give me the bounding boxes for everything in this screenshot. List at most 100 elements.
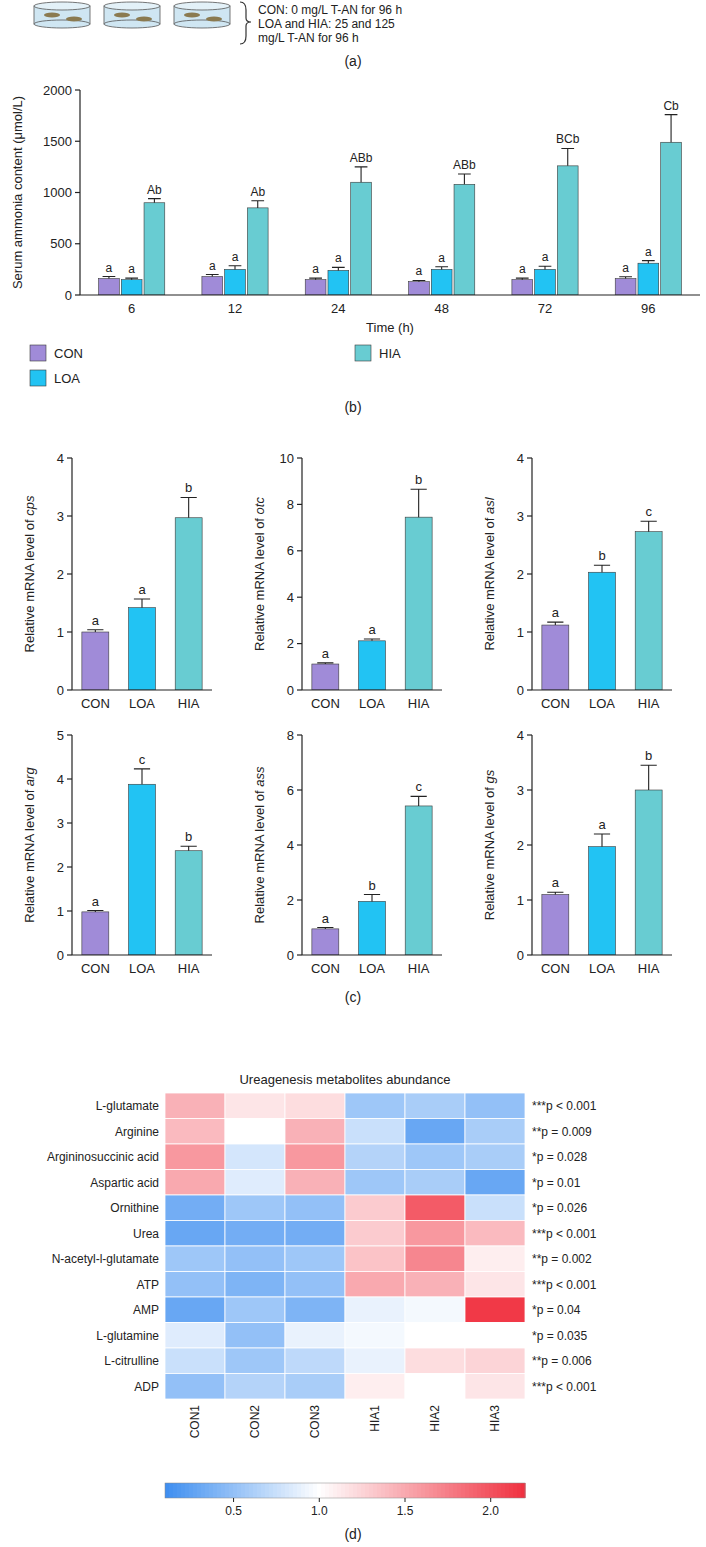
- colorbar-step: [333, 1483, 338, 1498]
- y-tick-label: 0: [65, 288, 72, 303]
- column-label: HIA1: [368, 1405, 382, 1432]
- y-tick: [67, 573, 72, 574]
- p-value: **p = 0.006: [532, 1354, 592, 1368]
- colorbar-step: [337, 1483, 342, 1498]
- y-tick: [297, 844, 302, 845]
- colorbar-step: [205, 1483, 210, 1498]
- heatmap-cell: [465, 1119, 525, 1145]
- heatmap-cell: [165, 1297, 225, 1323]
- error-bar: [251, 201, 264, 208]
- colorbar-step: [253, 1483, 258, 1498]
- heatmap-cell: [465, 1170, 525, 1196]
- heatmap-cell: [165, 1323, 225, 1349]
- bar: [129, 608, 156, 690]
- y-tick: [67, 954, 72, 955]
- colorbar-step: [293, 1483, 298, 1498]
- significance-letter: a: [335, 251, 342, 265]
- heatmap-cell: [225, 1272, 285, 1298]
- colorbar-step: [493, 1483, 498, 1498]
- y-tick: [297, 734, 302, 735]
- bar: [175, 518, 202, 690]
- significance-letter: Ab: [250, 185, 265, 199]
- bar: [359, 901, 386, 955]
- row-label: N-acetyl-l-glutamate: [52, 1252, 160, 1266]
- significance-letter: c: [415, 779, 422, 794]
- legend-label: LOA: [54, 371, 80, 386]
- significance-letter: a: [552, 605, 560, 620]
- error-bar: [594, 565, 610, 572]
- significance-letter: b: [368, 878, 375, 893]
- colorbar-step: [501, 1483, 506, 1498]
- diagram-text: CON: 0 mg/L T-AN for 96 h: [258, 3, 402, 17]
- y-tick: [67, 689, 72, 690]
- heatmap-cell: [405, 1348, 465, 1374]
- colorbar-step: [309, 1483, 314, 1498]
- significance-letter: a: [232, 250, 239, 264]
- colorbar-step: [417, 1483, 422, 1498]
- column-label: HIA3: [488, 1405, 502, 1432]
- colorbar-tick-label: 2.0: [482, 1504, 499, 1518]
- error-bar: [665, 115, 678, 143]
- x-axis: [532, 954, 672, 955]
- y-axis-title: Relative mRNA level of ass: [252, 766, 267, 923]
- tank-base: [174, 20, 230, 28]
- p-value: *p = 0.04: [532, 1303, 581, 1317]
- heatmap-cell: [225, 1297, 285, 1323]
- x-tick-label: LOA: [589, 961, 615, 976]
- y-tick-label: 4: [287, 590, 294, 605]
- heatmap-cell: [165, 1374, 225, 1400]
- y-axis: [301, 458, 302, 690]
- significance-letter: a: [209, 259, 216, 273]
- colorbar-step: [497, 1483, 502, 1498]
- heatmap-cell: [285, 1374, 345, 1400]
- colorbar-step: [389, 1483, 394, 1498]
- colorbar-step: [421, 1483, 426, 1498]
- significance-letter: a: [542, 250, 549, 264]
- bar: [225, 269, 246, 295]
- y-tick-label: 4: [517, 451, 524, 466]
- marks: [312, 796, 432, 955]
- colorbar-step: [461, 1483, 466, 1498]
- bar: [589, 572, 616, 690]
- x-axis: [302, 954, 442, 955]
- heatmap-cell: [345, 1170, 405, 1196]
- colorbar-step: [257, 1483, 262, 1498]
- colorbar-step: [485, 1483, 490, 1498]
- error-bar: [103, 277, 116, 279]
- x-tick-label: 72: [538, 301, 552, 316]
- significance-letter: a: [552, 875, 560, 890]
- significance-letter: b: [598, 548, 605, 563]
- colorbar-step: [281, 1483, 286, 1498]
- colorbar-step: [181, 1483, 186, 1498]
- p-value: ***p < 0.001: [532, 1227, 597, 1241]
- heatmap-cell: [165, 1119, 225, 1145]
- y-tick-label: 4: [57, 772, 64, 787]
- bar-panel: 01234aabCONLOAHIARelative mRNA level of …: [482, 728, 672, 977]
- label-part: arg: [22, 767, 37, 787]
- heatmap-cell: [285, 1093, 345, 1119]
- fish: [184, 13, 200, 18]
- y-axis: [79, 90, 80, 295]
- bar-panel: 01234aabCONLOAHIARelative mRNA level of …: [22, 451, 212, 712]
- colorbar-step: [357, 1483, 362, 1498]
- colorbar-step: [321, 1483, 326, 1498]
- marks: [99, 115, 682, 295]
- error-bar: [561, 148, 574, 165]
- x-axis: [72, 954, 212, 955]
- x-tick-label: CON: [311, 696, 340, 711]
- error-bar: [309, 278, 322, 280]
- error-bar: [134, 599, 150, 608]
- colorbar-step: [453, 1483, 458, 1498]
- y-tick-label: 0: [57, 683, 64, 698]
- tank-rim: [104, 2, 160, 10]
- x-tick-label: LOA: [129, 696, 155, 711]
- p-value: ***p < 0.001: [532, 1380, 597, 1394]
- error-bar: [594, 834, 610, 847]
- marks: [82, 497, 202, 690]
- colorbar-tick-label: 0.5: [225, 1504, 242, 1518]
- colorbar-step: [261, 1483, 266, 1498]
- heatmap-title: Ureagenesis metabolites abundance: [239, 1072, 450, 1087]
- p-value: **p = 0.002: [532, 1252, 592, 1266]
- bar: [175, 851, 202, 955]
- legend-label: CON: [54, 346, 83, 361]
